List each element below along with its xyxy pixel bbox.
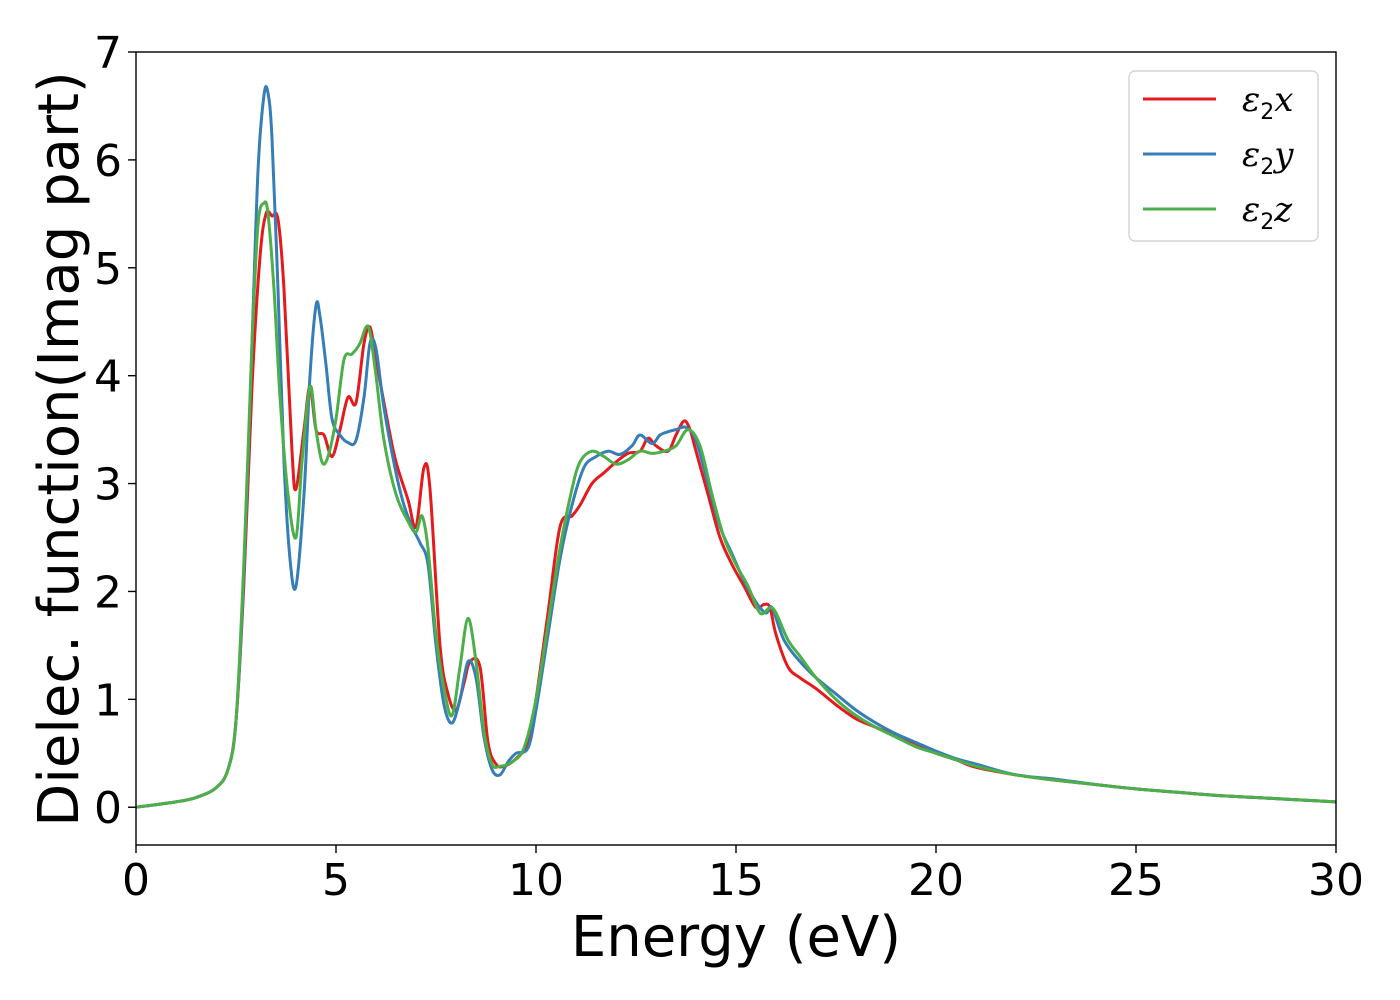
x-axis-title: Energy (eV)	[571, 905, 901, 970]
y-tick-label: 1	[94, 675, 122, 726]
y-tick-label: 4	[94, 352, 122, 403]
y-tick-label: 7	[94, 28, 122, 79]
x-tick-label: 0	[122, 855, 150, 906]
series-line-x	[135, 209, 1337, 809]
y-tick-label: 2	[94, 567, 122, 618]
y-axis: 0 1 2 3 4 5 6 7	[94, 28, 136, 834]
x-axis: 0 5 10 15 20 25 30	[122, 845, 1364, 906]
x-tick-label: 10	[508, 855, 564, 906]
series-layer	[135, 85, 1337, 809]
series-line-y	[135, 85, 1337, 809]
x-tick-label: 20	[908, 855, 964, 906]
x-tick-label: 25	[1108, 855, 1164, 906]
x-tick-label: 5	[322, 855, 350, 906]
series-line-z	[135, 200, 1337, 809]
x-tick-label: 15	[708, 855, 764, 906]
y-tick-label: 3	[94, 460, 122, 511]
legend-label-x: ε2x	[1242, 80, 1293, 125]
y-tick-label: 5	[94, 244, 122, 295]
y-tick-label: 6	[94, 136, 122, 187]
legend-items: ε2x ε2y ε2z	[1143, 80, 1294, 235]
legend-label-y: ε2y	[1242, 135, 1294, 180]
legend-box	[1128, 70, 1319, 242]
x-tick-label: 30	[1308, 855, 1364, 906]
y-axis-title: Dielec. function(Imag part)	[27, 71, 92, 827]
y-tick-label: 0	[94, 783, 122, 834]
legend-label-z: ε2z	[1242, 190, 1293, 235]
legend: ε2x ε2y ε2z	[1128, 70, 1319, 242]
